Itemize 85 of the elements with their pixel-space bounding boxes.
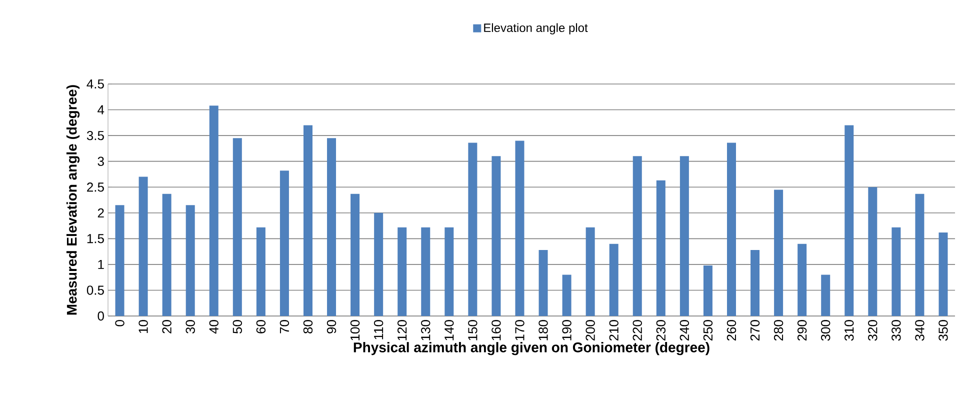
- bar: [350, 194, 360, 316]
- x-tick-label: 0: [115, 320, 124, 326]
- x-tick-label: 330: [892, 320, 901, 341]
- bar: [515, 140, 524, 316]
- x-tick-label: 310: [844, 320, 854, 341]
- x-tick-label: 250: [703, 320, 713, 341]
- x-tick-label: 70: [280, 320, 290, 334]
- bar: [280, 170, 289, 316]
- bar: [680, 156, 689, 316]
- y-axis-title: Measured Elevation angle (degree): [66, 85, 80, 315]
- x-tick-label: 80: [303, 320, 313, 334]
- x-tick-label: 10: [138, 320, 148, 333]
- bar: [750, 250, 760, 316]
- bar: [726, 142, 736, 316]
- bar: [656, 180, 666, 316]
- y-tick-label: 4: [98, 105, 104, 114]
- bar: [398, 227, 407, 316]
- x-tick-label: 300: [821, 320, 830, 341]
- bar: [421, 227, 430, 316]
- x-tick-label: 210: [609, 320, 618, 341]
- x-tick-label: 190: [562, 320, 572, 340]
- x-tick-label: 280: [774, 320, 784, 341]
- bar: [209, 106, 218, 316]
- x-tick-label: 100: [350, 320, 360, 340]
- x-tick-label: 350: [938, 320, 948, 341]
- bar: [303, 125, 312, 316]
- y-tick-label: 1.5: [87, 234, 104, 244]
- y-tick-label: 2.5: [87, 182, 104, 192]
- x-tick-label: 240: [680, 320, 690, 341]
- bar: [774, 190, 784, 316]
- bar: [632, 156, 642, 316]
- x-tick-label: 260: [726, 320, 736, 341]
- x-tick-label: 200: [586, 320, 595, 341]
- bar: [444, 227, 454, 316]
- bar: [538, 250, 548, 316]
- x-tick-label: 170: [515, 320, 524, 340]
- x-tick-label: 60: [256, 320, 266, 334]
- bar: [468, 142, 478, 316]
- bar: [256, 227, 266, 316]
- x-tick-label: 30: [186, 320, 195, 334]
- x-tick-label: 20: [162, 320, 172, 334]
- x-tick-label: 130: [421, 320, 430, 340]
- bar: [703, 265, 712, 316]
- x-tick-label: 320: [868, 320, 878, 341]
- x-tick-label: 140: [444, 320, 454, 340]
- x-tick-label: 290: [797, 320, 807, 341]
- x-tick-label: 230: [656, 320, 666, 341]
- x-tick-label: 110: [374, 320, 384, 340]
- bar: [138, 176, 148, 316]
- bar: [492, 156, 501, 316]
- x-tick-label: 40: [209, 320, 218, 334]
- x-tick-label: 180: [538, 320, 548, 340]
- bar: [798, 244, 807, 316]
- y-tick-label: 3.5: [86, 130, 104, 140]
- x-tick-label: 50: [232, 320, 242, 334]
- bar: [609, 244, 618, 316]
- x-tick-label: 340: [915, 320, 924, 341]
- bar: [586, 227, 595, 316]
- legend-label: Elevation angle plot: [484, 23, 588, 34]
- bar: [868, 187, 878, 316]
- y-tick-label: 0.5: [86, 286, 104, 295]
- bar: [374, 212, 384, 316]
- y-tick-label: 1: [98, 260, 104, 269]
- bar: [327, 138, 336, 316]
- x-tick-label: 270: [750, 320, 760, 341]
- bar: [915, 194, 924, 316]
- x-tick-label: 220: [632, 320, 642, 341]
- x-tick-label: 160: [492, 320, 501, 340]
- x-tick-label: 150: [468, 320, 478, 340]
- bar: [562, 274, 572, 316]
- bar: [938, 232, 948, 316]
- bar: [892, 227, 901, 316]
- bar: [162, 194, 172, 316]
- bar: [844, 125, 854, 316]
- bar: [232, 138, 242, 316]
- x-tick-label: 120: [397, 320, 407, 340]
- x-axis-title: Physical azimuth angle given on Goniometer (degree): [354, 342, 710, 356]
- bar: [115, 205, 124, 316]
- y-tick-label: 0: [98, 311, 104, 321]
- y-tick-label: 2: [98, 208, 104, 218]
- bar: [821, 274, 830, 316]
- y-tick-label: 4.5: [86, 79, 104, 89]
- y-tick-label: 3: [98, 156, 104, 166]
- bar: [186, 205, 195, 316]
- x-tick-label: 90: [326, 320, 336, 334]
